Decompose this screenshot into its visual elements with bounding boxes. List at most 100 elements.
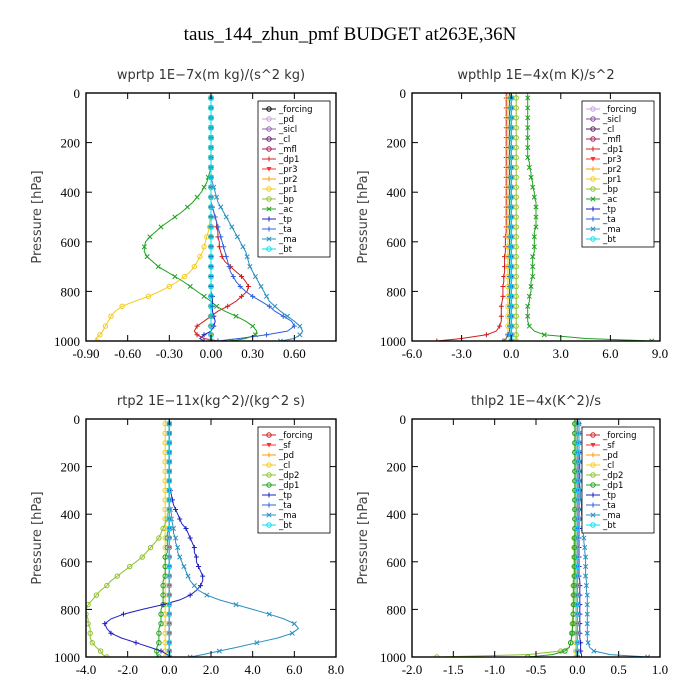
data-point (584, 621, 590, 627)
data-point (166, 544, 173, 551)
data-point (583, 573, 589, 579)
x-tick-label: 4.0 (245, 662, 261, 677)
data-point (187, 654, 193, 657)
data-point (582, 544, 588, 551)
data-point (102, 323, 109, 329)
data-point (513, 224, 519, 230)
legend-marker (590, 166, 596, 172)
legend-item: _bt (586, 235, 617, 245)
panel-1: wprtp 1E−7x(m kg)/(s^2 kg) Pressure [hPa]… (30, 68, 337, 361)
y-tick-label: 200 (387, 460, 407, 475)
legend-label: _dp2 (602, 471, 623, 481)
data-point (166, 573, 173, 579)
legend-marker (266, 156, 272, 162)
data-point (133, 640, 139, 646)
data-point (166, 554, 173, 560)
data-point (513, 234, 519, 240)
data-point (289, 630, 295, 636)
data-point (562, 648, 568, 654)
x-tick-label: -0.5 (526, 662, 547, 677)
y-tick-label: 400 (61, 185, 81, 200)
data-point (208, 293, 214, 300)
legend-marker (266, 502, 272, 508)
data-point (147, 544, 154, 551)
data-point (508, 263, 514, 270)
data-point (525, 313, 531, 319)
legend-item: _dp1 (262, 155, 299, 165)
data-point (237, 283, 243, 289)
data-point (574, 440, 581, 446)
data-point (508, 125, 514, 131)
data-point (187, 535, 193, 541)
data-point (208, 125, 214, 131)
data-point (223, 254, 229, 260)
data-point (513, 263, 519, 270)
data-point (147, 234, 153, 240)
series-dp1 (434, 93, 509, 341)
data-point (525, 154, 531, 161)
data-point (175, 544, 181, 551)
series-dp1 (525, 419, 578, 657)
x-tick-label: 0.0 (503, 346, 519, 361)
data-point (160, 602, 166, 608)
data-point (513, 144, 519, 151)
data-point (513, 164, 519, 171)
data-point (114, 573, 120, 579)
series-group (86, 419, 300, 657)
legend-item: _cl (586, 461, 614, 471)
panel-title: wprtp 1E−7x(m kg)/(s^2 kg) (117, 68, 305, 83)
data-point (266, 611, 272, 617)
data-point (166, 487, 173, 494)
data-point (208, 134, 214, 141)
legend-marker (266, 236, 272, 242)
legend-label: _pr1 (278, 185, 298, 195)
data-point (166, 525, 173, 532)
legend-marker (266, 106, 272, 112)
legend-label: _ac (602, 195, 617, 205)
legend-item: _ta (262, 225, 292, 235)
legend-label: _forcing (278, 105, 313, 115)
data-point (208, 164, 214, 171)
data-point (201, 338, 207, 341)
legend-marker (266, 167, 272, 172)
legend-label: _pr3 (602, 155, 622, 165)
data-point (208, 273, 214, 280)
legend-item: _pd (586, 451, 618, 461)
data-point (166, 516, 173, 522)
data-point (513, 134, 519, 141)
data-point (234, 234, 240, 240)
data-point (201, 293, 207, 299)
data-point (513, 303, 519, 309)
data-point (526, 323, 532, 329)
legend-marker (266, 482, 272, 488)
legend-item: _ac (262, 205, 293, 215)
legend-item: _cl (586, 125, 614, 135)
data-point (574, 573, 581, 579)
legend-label: _ta (278, 501, 292, 511)
series-group (434, 93, 655, 341)
data-point (574, 554, 581, 560)
legend: _forcing_sicl_cl_mfl_dp1_pr3_pr2_pr1_bp_… (581, 100, 655, 248)
legend-label: _pr2 (602, 165, 622, 175)
data-point (508, 283, 514, 290)
legend-marker (590, 512, 596, 518)
data-point (513, 283, 519, 290)
data-point (526, 164, 532, 170)
legend-marker (590, 136, 596, 142)
data-point (127, 563, 133, 570)
x-tick-label: -0.90 (72, 346, 99, 361)
data-point (229, 224, 235, 230)
data-point (166, 440, 173, 446)
data-point (211, 323, 217, 329)
data-point (219, 254, 225, 260)
legend-item: _sicl (586, 115, 621, 125)
legend-marker (266, 136, 272, 142)
data-point (166, 283, 173, 290)
data-point (508, 313, 514, 319)
data-point (533, 224, 539, 230)
data-point (254, 640, 260, 646)
legend-marker (266, 246, 272, 252)
data-point (569, 630, 576, 636)
legend-marker (266, 196, 272, 202)
data-point (208, 283, 214, 290)
